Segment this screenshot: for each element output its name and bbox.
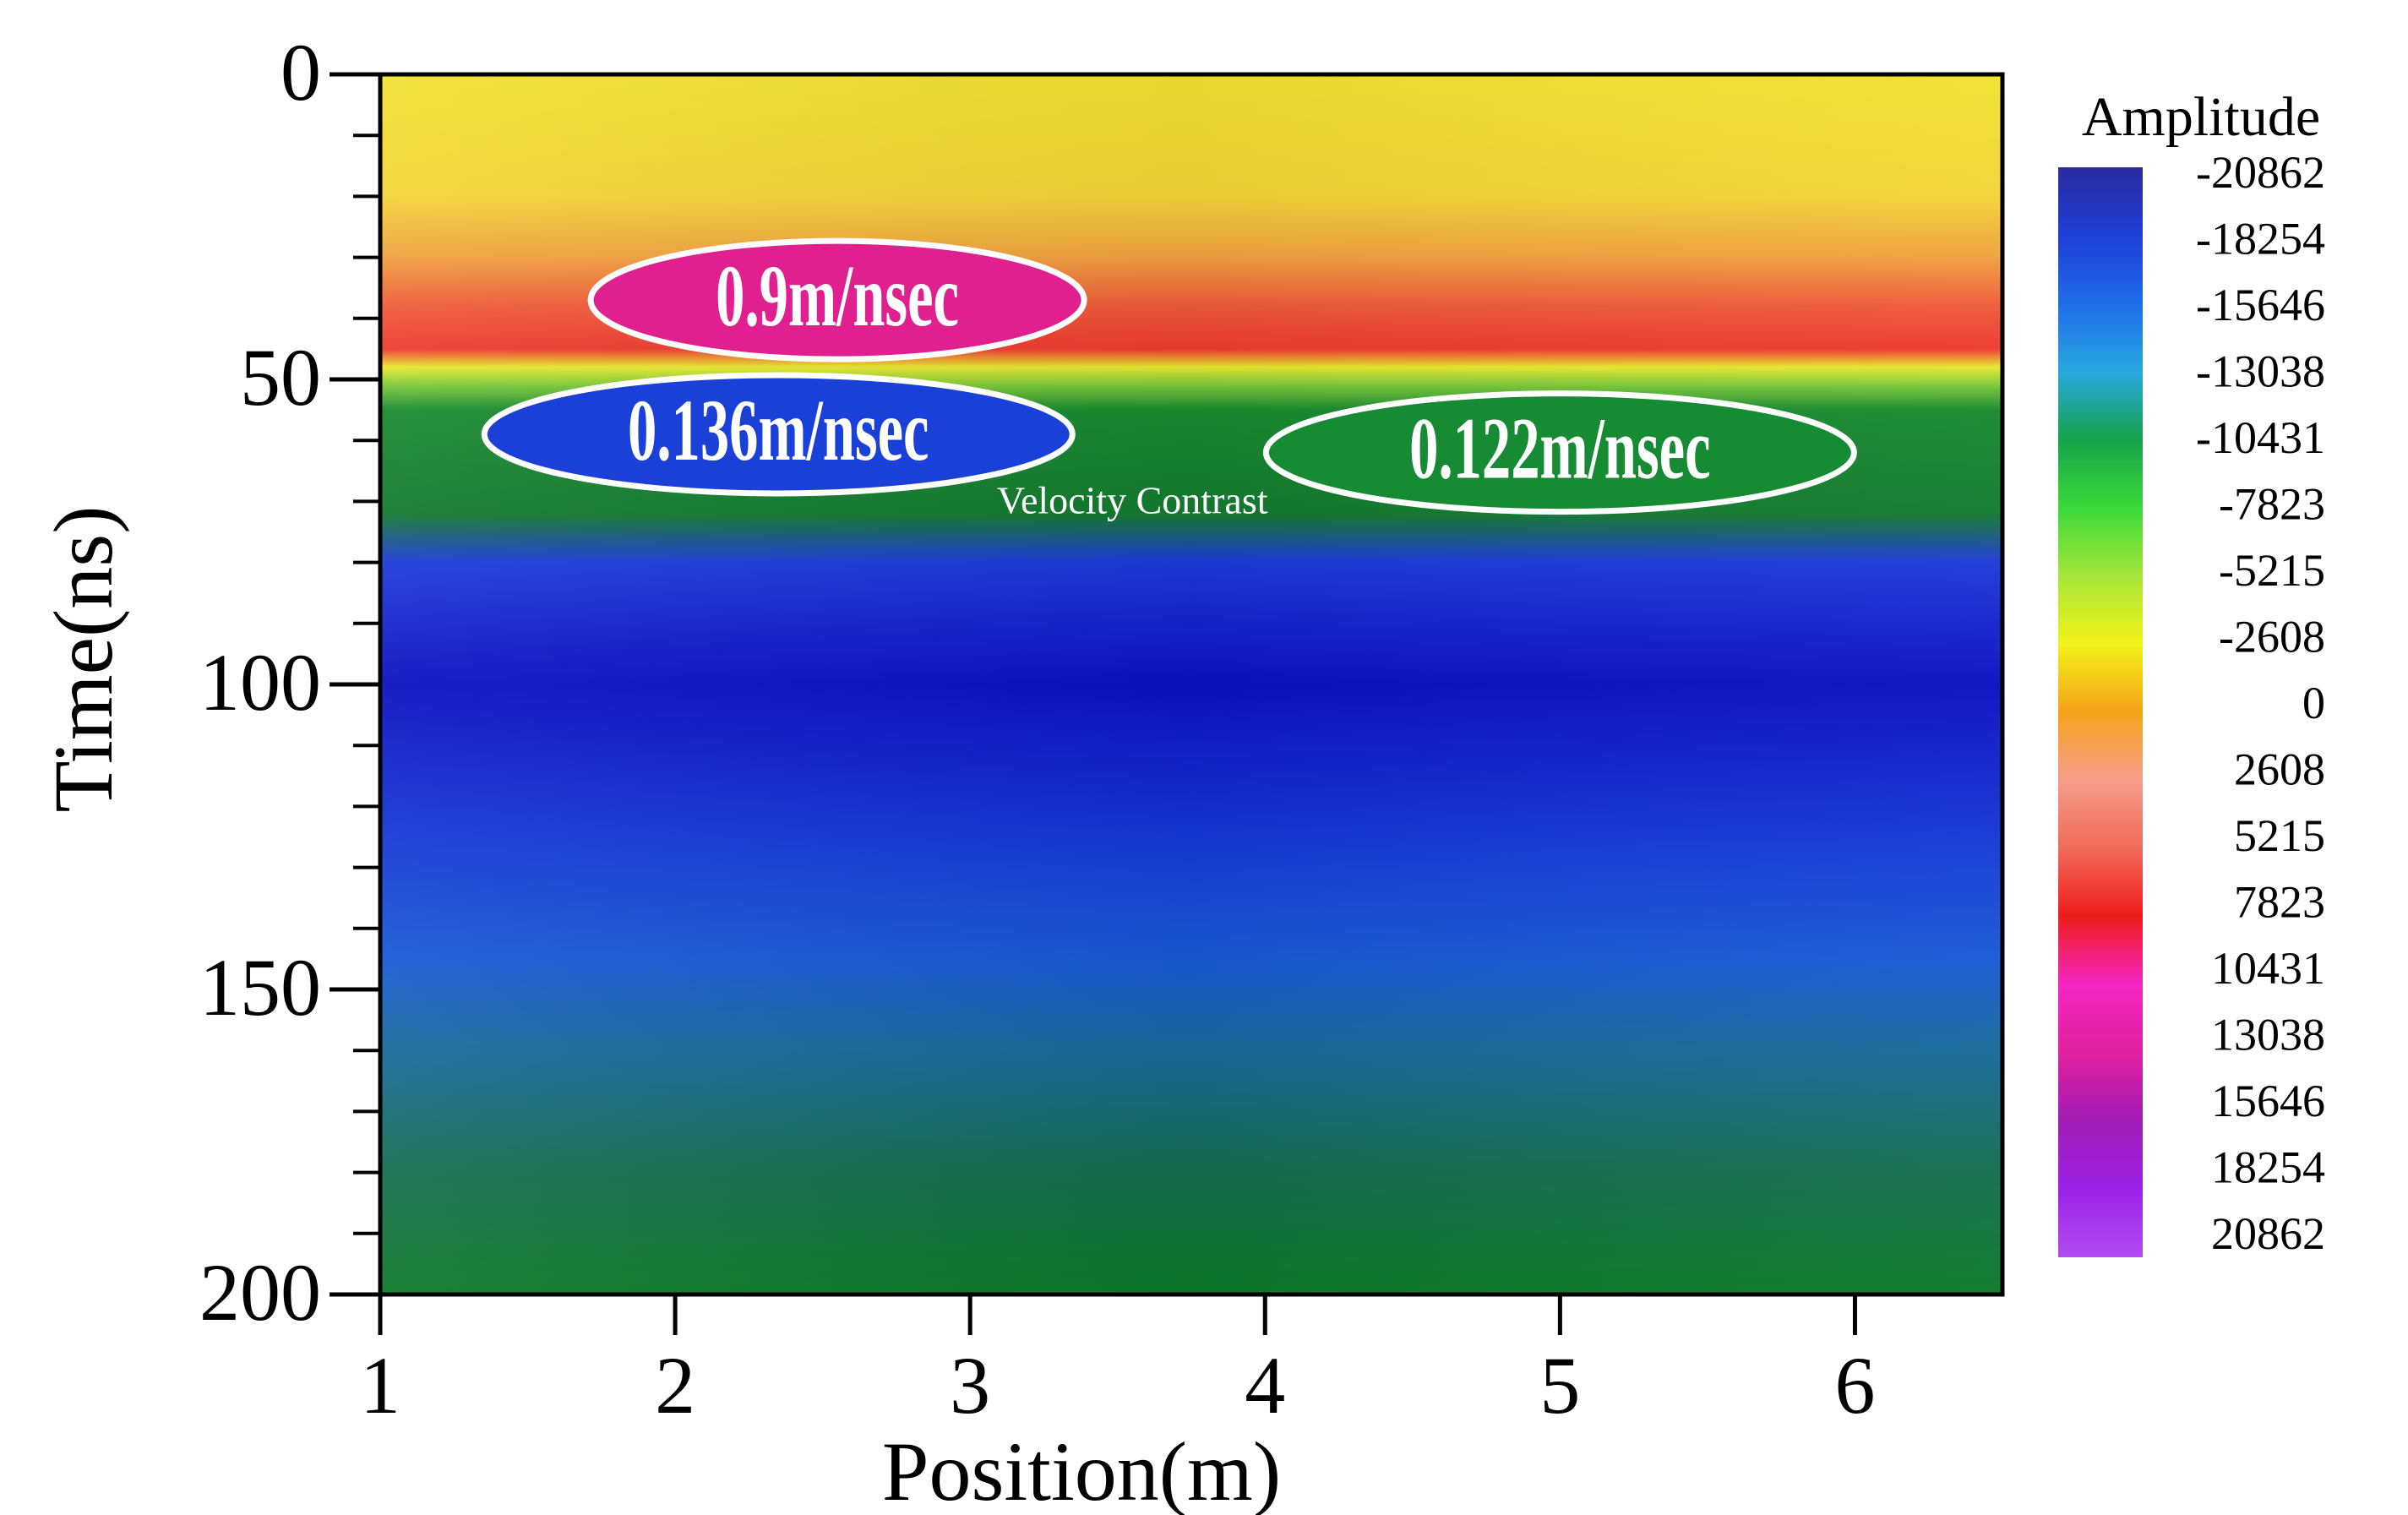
heatmap-shading — [380, 74, 2002, 1294]
colorbar-tick-label: 5215 — [2234, 810, 2325, 861]
colorbar-tick-label: 18254 — [2211, 1142, 2325, 1193]
colorbar-tick-label: 13038 — [2211, 1010, 2325, 1060]
colorbar-tick-label: -2608 — [2219, 612, 2325, 662]
colorbar-tick-label: 20862 — [2211, 1208, 2325, 1259]
y-tick-label: 100 — [199, 637, 321, 728]
velocity-ellipse — [587, 237, 1087, 362]
x-tick-label: 4 — [1245, 1340, 1285, 1431]
colorbar-tick-label: -13038 — [2196, 346, 2325, 397]
colorbar-tick-label: -18254 — [2196, 214, 2325, 264]
colorbar-tick-label: 2608 — [2234, 744, 2325, 795]
colorbar-tick-label: 10431 — [2211, 943, 2325, 994]
colorbar — [2058, 167, 2143, 1257]
colorbar-tick-label: -10431 — [2196, 412, 2325, 463]
x-axis-label: Position(m) — [882, 1425, 1281, 1515]
y-axis-label: Time(ns) — [36, 505, 130, 812]
x-tick-label: 3 — [950, 1340, 990, 1431]
colorbar-tick-label: -5215 — [2219, 545, 2325, 596]
y-tick-label: 50 — [240, 332, 321, 422]
velocity-label: 0.9m/nsec — [716, 248, 959, 345]
x-tick-label: 1 — [360, 1340, 400, 1431]
colorbar-tick-label: -20862 — [2196, 147, 2325, 198]
colorbar-title: Amplitude — [2082, 86, 2320, 148]
velocity-contrast-label: Velocity Contrast — [997, 478, 1268, 521]
velocity-label: 0.122m/nsec — [1409, 401, 1710, 498]
colorbar-tick-label: -15646 — [2196, 280, 2325, 330]
x-tick-label: 5 — [1539, 1340, 1580, 1431]
velocity-label: 0.136m/nsec — [628, 383, 929, 479]
velocity-ellipse — [1262, 390, 1857, 515]
colorbar-tick-label: 0 — [2302, 678, 2325, 728]
y-tick-label: 0 — [281, 27, 321, 117]
velocity-ellipse — [481, 372, 1076, 497]
y-tick-label: 200 — [199, 1247, 321, 1338]
colorbar-tick-label: 7823 — [2234, 877, 2325, 928]
y-tick-label: 150 — [199, 942, 321, 1033]
colorbar-tick-label: -7823 — [2219, 479, 2325, 530]
x-tick-label: 6 — [1834, 1340, 1875, 1431]
colorbar-tick-label: 15646 — [2211, 1076, 2325, 1126]
x-tick-label: 2 — [655, 1340, 695, 1431]
